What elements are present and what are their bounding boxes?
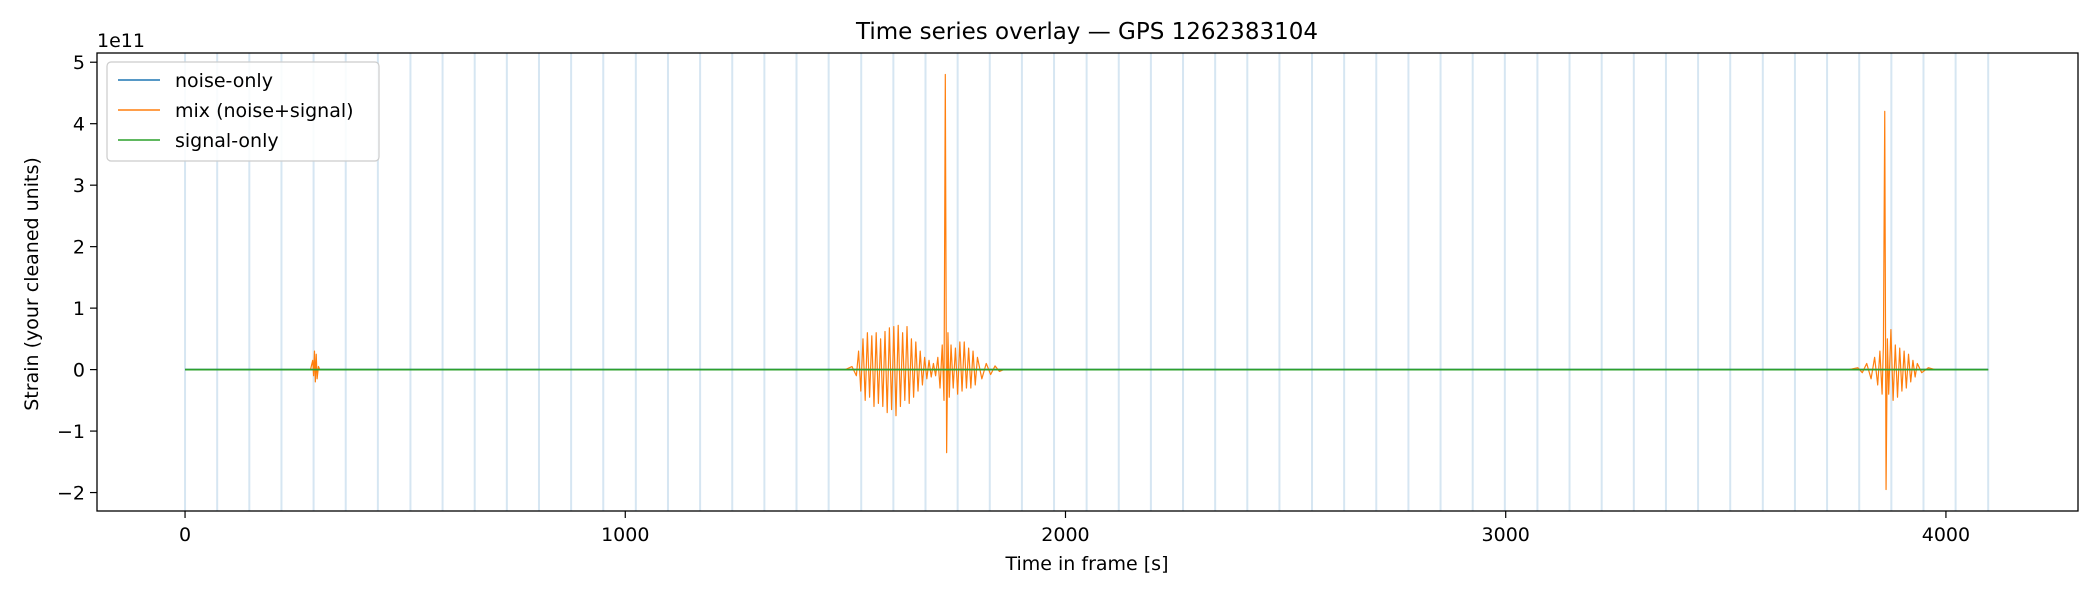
y-tick-label: −2 [57, 483, 85, 505]
chart-title: Time series overlay — GPS 1262383104 [855, 19, 1318, 45]
series-line-mix-noise-signal [185, 73, 1989, 491]
x-axis: 0 1000 2000 3000 4000 [179, 511, 1970, 546]
y-tick-label: 5 [73, 52, 85, 74]
legend: noise-only mix (noise+signal) signal-onl… [106, 61, 380, 162]
x-tick-label: 4000 [1922, 524, 1970, 546]
y-tick-label: 1 [73, 298, 85, 320]
y-axis-offset-label: 1e11 [97, 30, 145, 52]
x-tick-label: 2000 [1041, 524, 1089, 546]
x-tick-label: 0 [179, 524, 191, 546]
y-tick-label: 0 [73, 360, 85, 382]
legend-box [106, 61, 380, 162]
x-axis-title: Time in frame [s] [1004, 553, 1168, 575]
frame-boundary-lines [184, 53, 1990, 511]
legend-label-mix: mix (noise+signal) [175, 100, 354, 122]
y-axis: −2 −1 0 1 2 3 4 5 [57, 52, 97, 505]
y-tick-label: −1 [57, 421, 85, 443]
y-axis-title: Strain (your cleaned units) [21, 157, 43, 411]
y-tick-label: 4 [73, 114, 85, 136]
y-tick-label: 3 [73, 175, 85, 197]
series-lines [185, 73, 1989, 491]
legend-label-noise-only: noise-only [175, 70, 273, 92]
y-tick-label: 2 [73, 237, 85, 259]
x-tick-label: 3000 [1482, 524, 1530, 546]
plot-frame [96, 52, 2079, 512]
x-tick-label: 1000 [601, 524, 649, 546]
legend-label-signal-only: signal-only [175, 130, 279, 152]
